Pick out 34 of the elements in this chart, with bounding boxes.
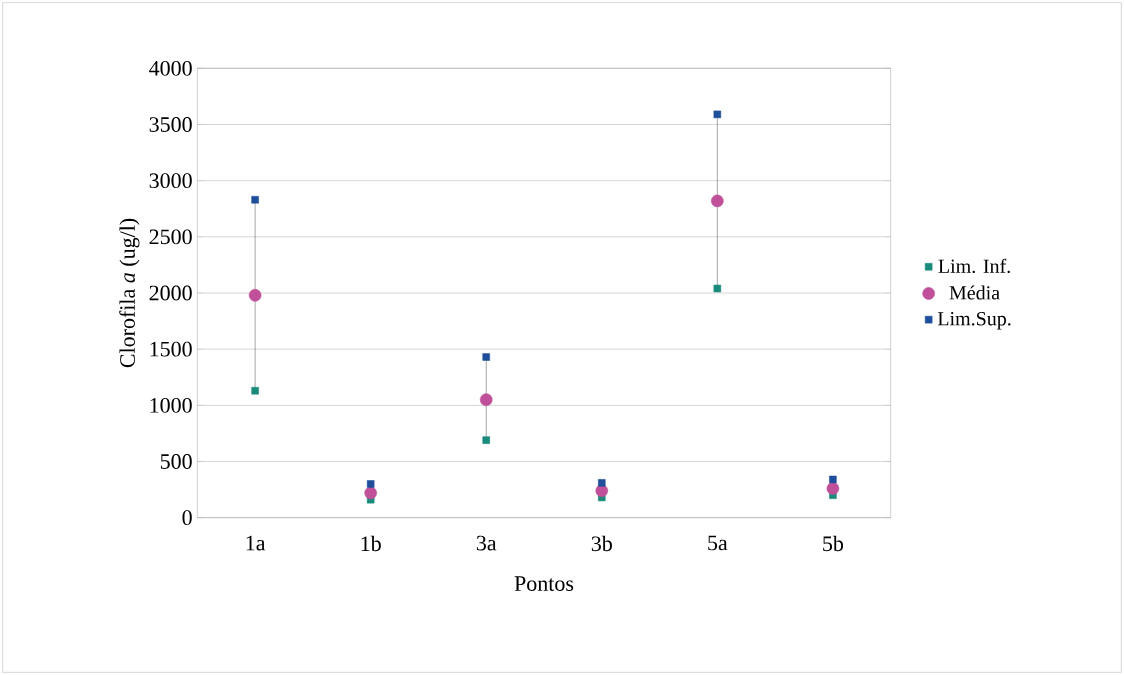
y-tick-label: 500 <box>160 454 192 469</box>
legend-label: Média <box>949 285 1000 300</box>
y-tick-label: 3500 <box>149 117 192 132</box>
x-tick-label: 3b <box>591 535 612 552</box>
x-tick-label: 1a <box>246 535 266 551</box>
point <box>251 386 259 395</box>
x-tick-label: 3a <box>476 535 497 551</box>
y-tick-label: 0 <box>182 510 192 526</box>
y-tick-label: 4000 <box>149 60 192 76</box>
x-axis-title: Pontos <box>514 576 574 591</box>
point <box>829 475 837 484</box>
legend-label: Lim.Sup. <box>937 312 1011 330</box>
point <box>479 393 493 406</box>
y-axis-title: Clorofila a (ug/l) <box>119 218 140 368</box>
y-tick-label: 2000 <box>149 285 192 301</box>
point <box>826 482 840 495</box>
point <box>366 480 375 488</box>
point <box>713 110 722 119</box>
x-tick-label: 5b <box>823 535 844 552</box>
point <box>251 196 259 204</box>
point <box>713 284 722 293</box>
y-tick-label: 3000 <box>149 173 192 189</box>
x-tick-label: 1b <box>361 535 381 552</box>
legend-label: Lim. Inf. <box>938 258 1010 274</box>
point <box>364 486 377 500</box>
point <box>248 288 262 302</box>
point <box>711 194 724 208</box>
y-tick-label: 1500 <box>150 341 192 357</box>
point <box>598 479 606 487</box>
point <box>482 353 490 361</box>
y-tick-label: 2500 <box>149 229 192 245</box>
x-tick-label: 5a <box>708 535 728 551</box>
point <box>482 436 490 444</box>
y-tick-label: 1000 <box>150 397 192 413</box>
